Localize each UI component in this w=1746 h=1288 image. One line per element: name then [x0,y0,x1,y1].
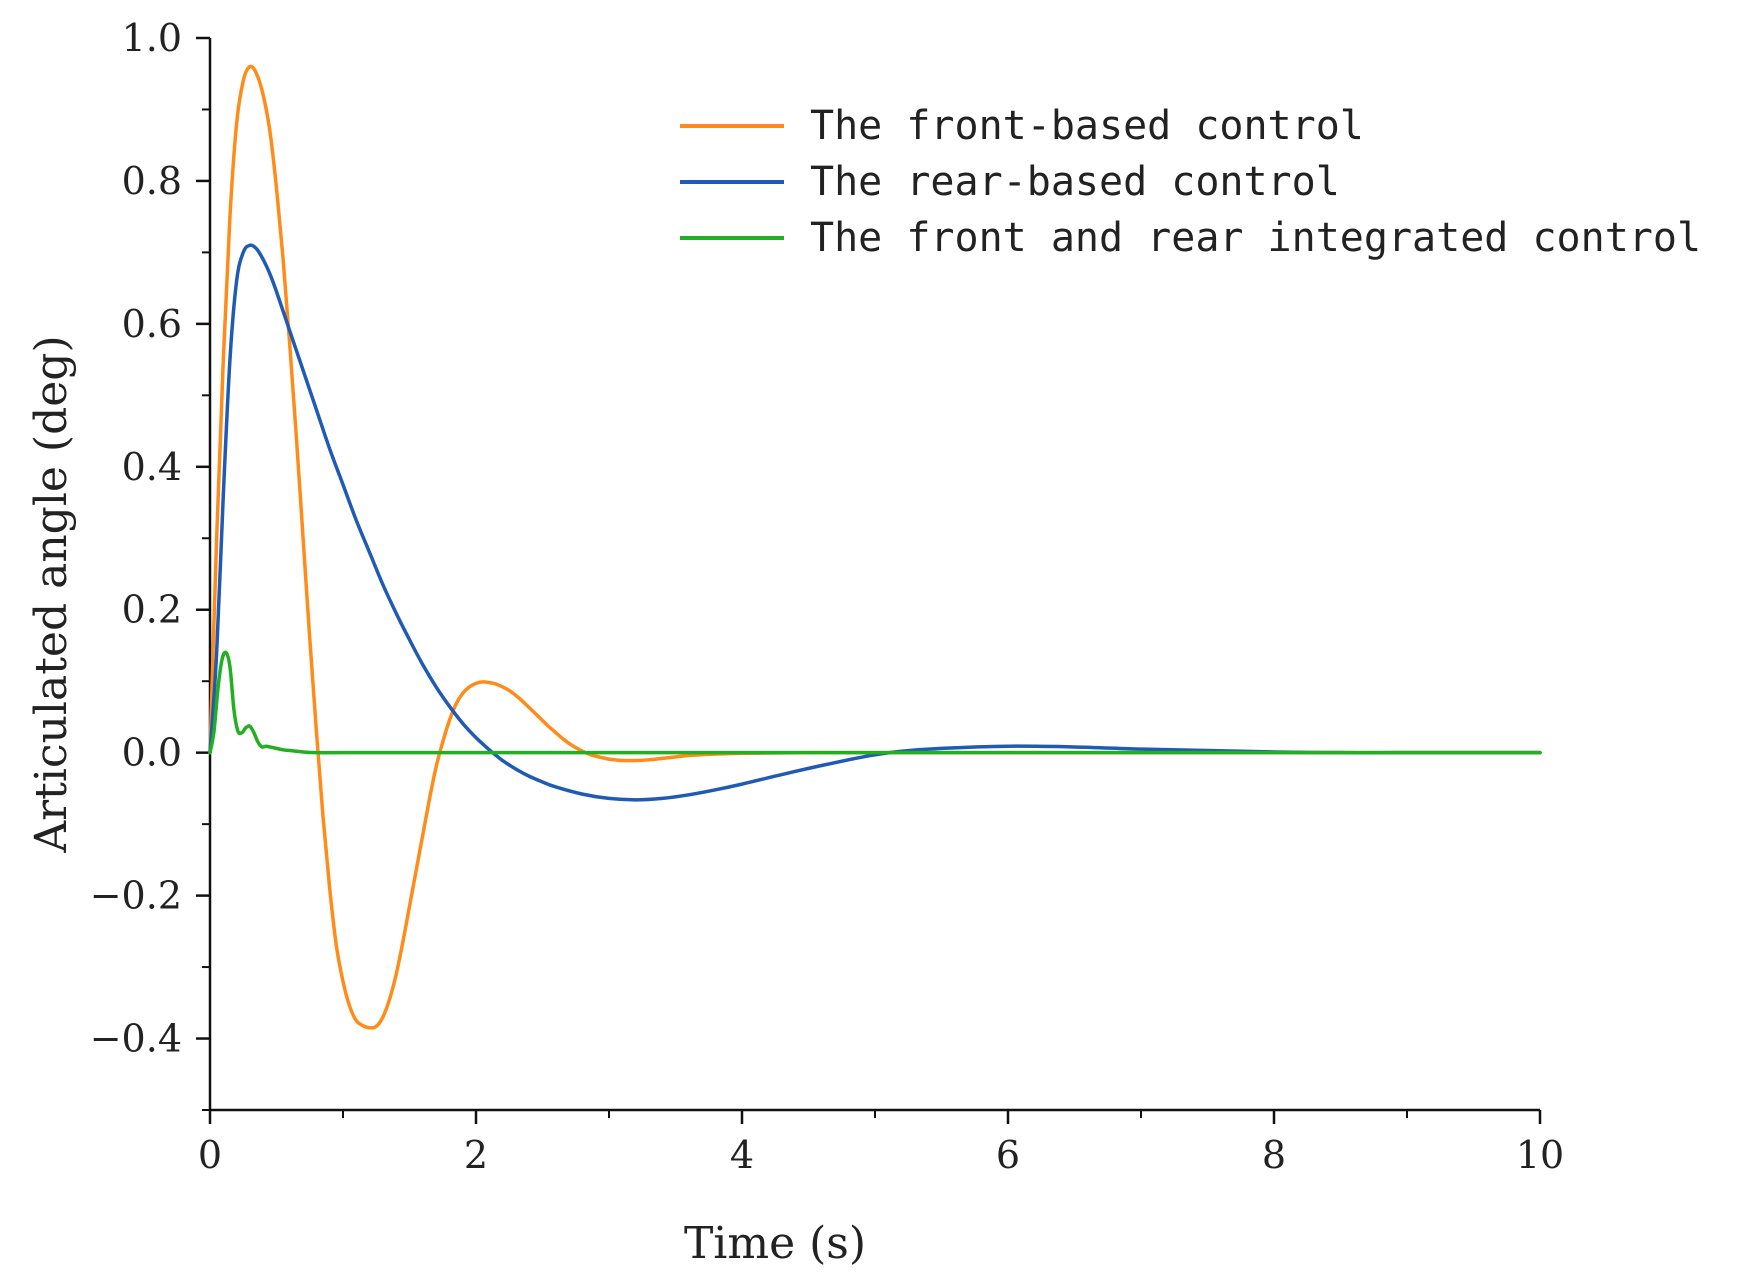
axis-ticks: 0 2 4 6 8 10 −0.4 −0.2 0.0 0.2 0.4 0.6 0.8 1.0 [90,16,1564,1177]
y-tick-label: −0.4 [90,1017,182,1061]
x-tick-label: 10 [1516,1133,1564,1177]
x-tick-label: 8 [1262,1133,1286,1177]
y-tick-label: 0.4 [122,445,182,489]
y-tick-label: 0.0 [122,731,182,775]
series-line-1 [208,64,1542,1030]
legend-label-1: The front-based control [810,103,1364,149]
y-tick-label: 0.6 [122,302,182,346]
series-lines [208,64,1542,1030]
legend-label-2: The rear-based control [810,159,1340,205]
y-axis-title: Articulated angle (deg) [26,335,77,853]
y-tick-label: 0.2 [122,588,182,632]
x-tick-label: 2 [464,1133,488,1177]
x-axis-title: Time (s) [684,1218,866,1269]
legend: The front-based control The rear-based co… [680,103,1701,261]
series-line-3 [208,650,1542,755]
series-line-2 [208,243,1542,802]
y-tick-label: −0.2 [90,874,182,918]
y-tick-label: 1.0 [122,16,182,60]
y-tick-label: 0.8 [122,159,182,203]
legend-label-3: The front and rear integrated control [810,215,1701,261]
x-tick-label: 0 [198,1133,222,1177]
x-tick-label: 6 [996,1133,1020,1177]
x-tick-label: 4 [730,1133,754,1177]
